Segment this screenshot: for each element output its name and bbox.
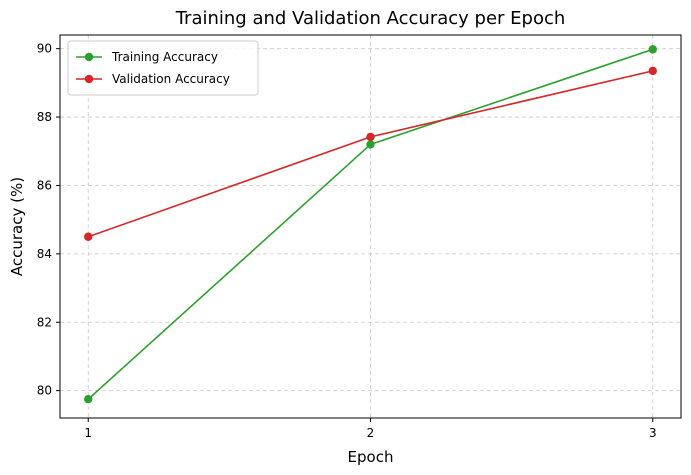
y-tick-label: 88 <box>37 110 52 124</box>
data-point <box>366 140 375 149</box>
legend-item: Training Accuracy <box>76 50 218 64</box>
x-tick-label: 1 <box>84 426 92 440</box>
data-point <box>648 66 657 76</box>
y-tick-label: 80 <box>37 384 52 398</box>
x-tick-label: 3 <box>649 426 657 440</box>
data-point <box>84 394 93 404</box>
x-axis-label: Epoch <box>348 448 394 466</box>
y-tick-label: 90 <box>37 42 52 56</box>
legend-label: Training Accuracy <box>111 50 218 64</box>
y-tick-label: 84 <box>37 247 52 261</box>
ticks-layer: 1 2 3 80 82 84 86 88 90 <box>37 42 657 440</box>
legend-label: Validation Accuracy <box>112 72 230 86</box>
data-point <box>648 45 657 54</box>
legend-box <box>67 40 259 96</box>
data-point <box>84 232 93 241</box>
grid-layer <box>60 35 681 418</box>
legend-item: Validation Accuracy <box>76 72 230 86</box>
legend-marker <box>84 52 94 62</box>
chart-title: Training and Validation Accuracy per Epo… <box>175 8 566 29</box>
series-layer <box>84 45 657 404</box>
y-tick-label: 82 <box>37 315 52 329</box>
series-training-accuracy <box>84 45 657 404</box>
data-point <box>366 132 375 142</box>
legend-items: Training Accuracy Validation Accuracy <box>76 50 230 86</box>
y-tick-label: 86 <box>37 178 52 192</box>
legend-marker <box>84 74 94 84</box>
y-axis-label: Accuracy (%) <box>8 177 26 276</box>
x-tick-label: 2 <box>367 426 375 440</box>
legend: Training Accuracy Validation Accuracy <box>67 40 259 96</box>
series-validation-accuracy <box>84 66 657 241</box>
